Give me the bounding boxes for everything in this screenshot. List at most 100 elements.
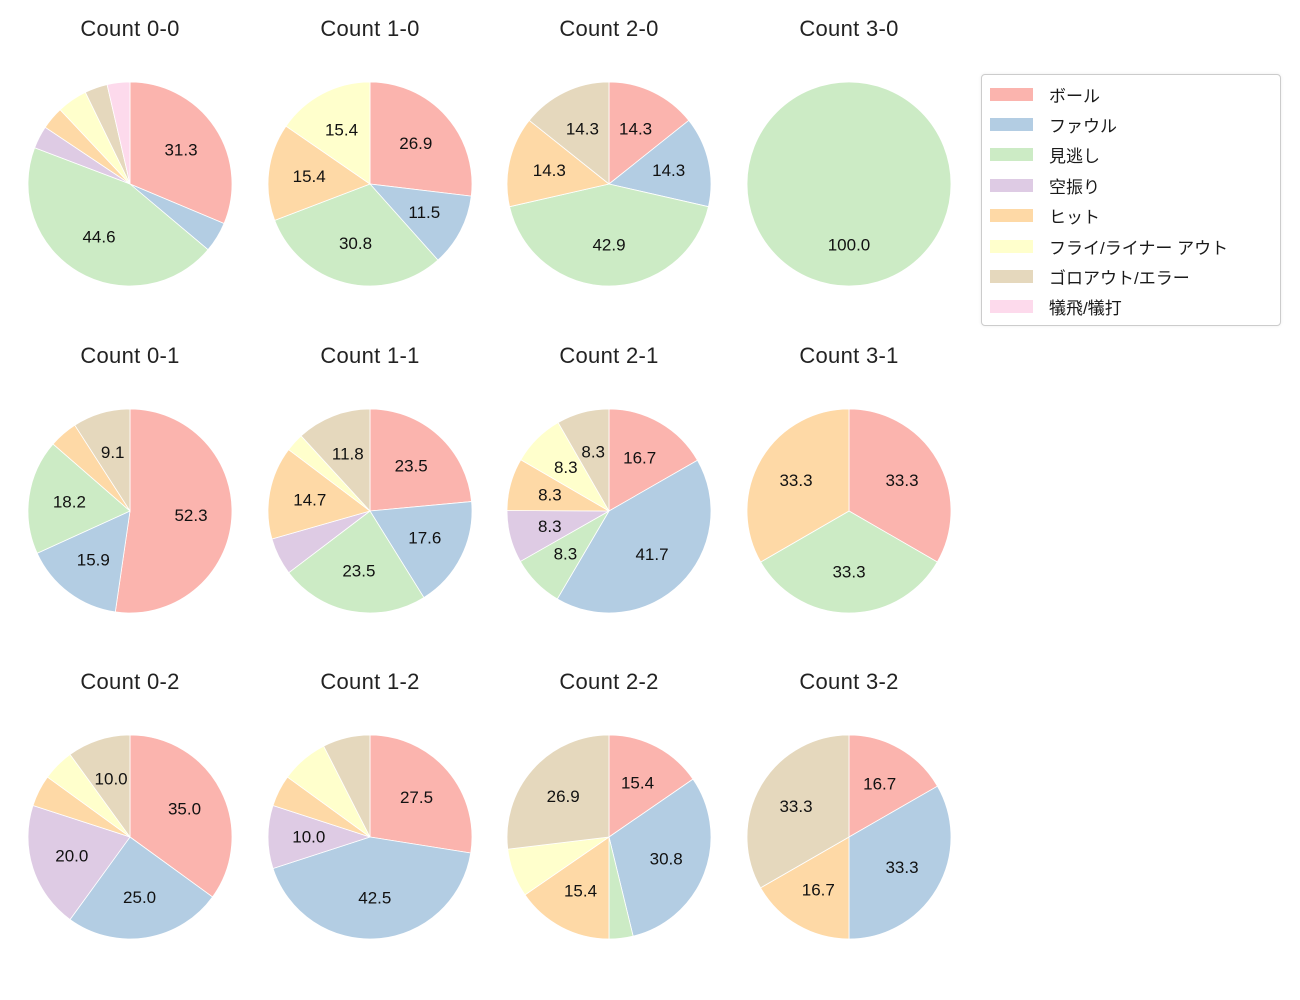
pie-title: Count 3-0 xyxy=(799,16,898,41)
slice-pct-label: 16.7 xyxy=(802,881,835,900)
pie-slice xyxy=(300,408,371,512)
slice-pct-label: 23.5 xyxy=(395,456,428,475)
legend-item: ヒット xyxy=(990,201,1280,231)
legend-swatch xyxy=(990,209,1033,223)
pie-slice xyxy=(36,510,131,613)
pie-slice xyxy=(760,510,938,614)
pie-slice xyxy=(27,805,131,920)
pie-count-2-2: Count 2-2 15.4 30.8 15.4 26.9 xyxy=(506,669,712,940)
slice-pct-label: 52.3 xyxy=(174,506,207,525)
slice-pct-label: 33.3 xyxy=(885,471,918,490)
slice-pct-label: 17.6 xyxy=(408,529,441,548)
pie-slice xyxy=(524,836,610,940)
slice-pct-label: 30.8 xyxy=(339,234,372,253)
legend-item: ゴロアウト/エラー xyxy=(990,261,1280,291)
pie-count-1-2: Count 1-2 27.5 42.5 10.0 xyxy=(267,669,473,940)
legend-swatch xyxy=(990,300,1033,314)
slice-pct-label: 14.7 xyxy=(293,490,326,509)
pie-slice xyxy=(129,734,233,898)
pie-slice xyxy=(323,734,371,838)
pie-slice xyxy=(746,734,850,889)
pie-slice xyxy=(746,81,952,287)
slice-pct-label: 15.4 xyxy=(325,120,358,139)
legend-label: ヒット xyxy=(1049,208,1100,228)
legend-item: 空振り xyxy=(990,170,1280,200)
slice-pct-label: 15.4 xyxy=(564,882,597,901)
slice-pct-label: 15.4 xyxy=(621,773,654,792)
slice-pct-label: 33.3 xyxy=(832,563,865,582)
pie-title: Count 1-0 xyxy=(320,16,419,41)
pie-slice xyxy=(274,183,439,287)
pie-slice xyxy=(27,443,131,554)
pie-slice xyxy=(369,408,472,512)
pie-title: Count 0-0 xyxy=(80,16,179,41)
slice-pct-label: 23.5 xyxy=(342,562,375,581)
pie-title: Count 3-1 xyxy=(799,343,898,368)
legend-label: 犠飛/犠打 xyxy=(1049,299,1122,319)
slice-pct-label: 33.3 xyxy=(779,471,812,490)
pie-slice xyxy=(608,778,712,937)
pie-slice xyxy=(69,734,131,838)
pie-slice xyxy=(760,836,850,940)
legend-swatch xyxy=(990,270,1033,284)
slice-pct-label: 8.3 xyxy=(538,485,562,504)
pie-title: Count 1-1 xyxy=(320,343,419,368)
pie-slice xyxy=(27,147,209,287)
slice-pct-label: 26.9 xyxy=(547,787,580,806)
slice-pct-label: 11.5 xyxy=(408,203,440,222)
pie-count-3-0: Count 3-0 100.0 xyxy=(746,16,952,287)
pie-count-0-2: Count 0-2 35.0 25.0 20.0 10.0 xyxy=(27,669,233,940)
slice-pct-label: 8.3 xyxy=(554,545,578,564)
slice-pct-label: 41.7 xyxy=(635,545,668,564)
slice-pct-label: 33.3 xyxy=(779,797,812,816)
pie-slice xyxy=(369,501,473,598)
legend-swatch xyxy=(990,148,1033,162)
slice-pct-label: 9.1 xyxy=(101,443,125,462)
legend-label: 見逃し xyxy=(1049,147,1100,167)
pie-slice xyxy=(369,734,473,854)
legend-label: フライ/ライナー アウト xyxy=(1049,238,1229,258)
slice-pct-label: 27.5 xyxy=(400,788,433,807)
legend-item: フライ/ライナー アウト xyxy=(990,231,1280,261)
pie-title: Count 0-1 xyxy=(80,343,179,368)
pie-count-2-0: Count 2-0 14.3 14.3 42.9 14.3 14.3 xyxy=(506,16,712,287)
pie-slice xyxy=(369,183,472,261)
slice-pct-label: 14.3 xyxy=(619,119,652,138)
pie-slice xyxy=(506,734,610,850)
slice-pct-label: 11.8 xyxy=(332,445,364,464)
legend-item: 見逃し xyxy=(990,140,1280,170)
pie-slice xyxy=(848,734,938,838)
slice-pct-label: 33.3 xyxy=(885,858,918,877)
pie-slice xyxy=(129,81,233,224)
legend-item: ファウル xyxy=(990,109,1280,139)
pie-slice xyxy=(528,81,610,185)
pie-slice xyxy=(608,408,698,512)
pie-title: Count 2-0 xyxy=(559,16,658,41)
pie-slice xyxy=(608,120,712,208)
slice-pct-label: 8.3 xyxy=(538,517,562,536)
slice-pct-label: 8.3 xyxy=(554,458,578,477)
slice-pct-label: 44.6 xyxy=(82,227,115,246)
legend-swatch xyxy=(990,118,1033,132)
pie-count-3-1: Count 3-1 33.3 33.3 33.3 xyxy=(746,343,952,614)
pie-slice xyxy=(288,510,425,614)
pie-slice xyxy=(608,734,694,838)
slice-pct-label: 14.3 xyxy=(566,119,599,138)
pie-title: Count 2-2 xyxy=(559,669,658,694)
slice-pct-label: 100.0 xyxy=(828,236,871,255)
pie-count-1-0: Count 1-0 26.9 11.5 30.8 15.4 15.4 xyxy=(267,16,473,287)
slice-pct-label: 42.9 xyxy=(592,236,625,255)
pie-slice xyxy=(746,408,850,563)
pie-slice xyxy=(556,459,712,614)
slice-pct-label: 25.0 xyxy=(123,888,156,907)
legend-swatch xyxy=(990,178,1033,192)
pie-slice xyxy=(369,81,473,197)
slice-pct-label: 14.3 xyxy=(652,161,685,180)
slice-pct-label: 26.9 xyxy=(399,134,432,153)
slice-pct-label: 31.3 xyxy=(164,141,197,160)
slice-pct-label: 14.3 xyxy=(533,161,566,180)
legend-label: 空振り xyxy=(1049,177,1100,197)
legend-swatch xyxy=(990,239,1033,253)
slice-pct-label: 16.7 xyxy=(863,775,896,794)
